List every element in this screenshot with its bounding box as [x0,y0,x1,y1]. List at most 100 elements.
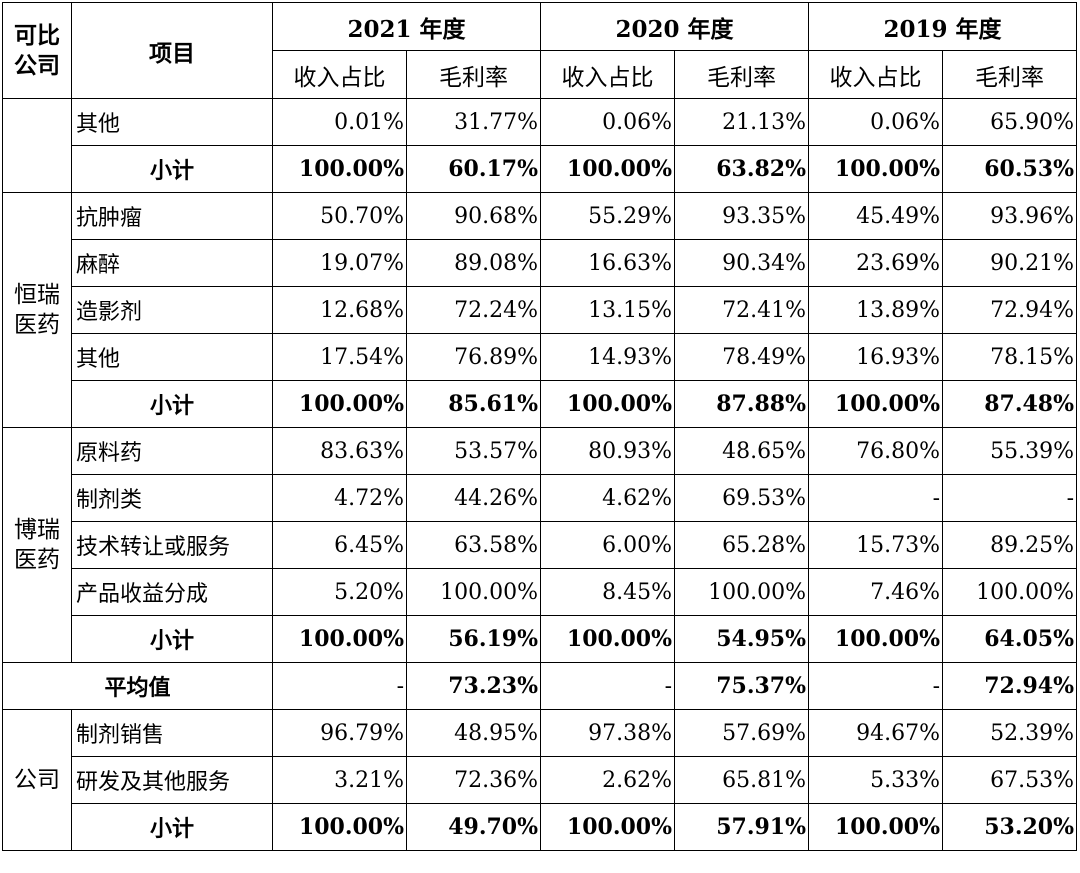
table-row: 制剂类 4.72% 44.26% 4.62% 69.53% - - [3,474,1077,522]
gross-margin-cell: 72.24% [406,286,541,334]
average-row: 平均值 -73.23% -75.37% -72.94% [2,662,1077,710]
header-revenue-share: 收入占比 [272,50,407,99]
item-label: 其他 [71,98,273,146]
gross-margin-cell: 72.36% [406,756,541,804]
revenue-share-cell: 16.93% [808,333,943,381]
gross-margin-cell: 90.68% [406,192,541,240]
gross-margin-cell: 89.08% [406,239,541,287]
subtotal-row: 小计 100.00% 56.19% 100.00% 54.95% 100.00% 64.05… [3,615,1077,663]
gross-margin-cell: 87.88% [674,380,809,428]
revenue-share-cell: 5.20% [272,568,407,616]
company-cell-self: 公司 [2,709,72,851]
header-gross-margin: 毛利率 [406,50,541,99]
revenue-share-cell: 100.00% [272,615,407,663]
table-row: 技术转让或服务 6.45% 63.58% 6.00% 65.28% 15.73% 89.25… [3,521,1077,569]
revenue-share-cell: 96.79% [272,709,407,757]
revenue-share-cell: 0.06% [808,98,943,146]
gross-margin-cell: 90.34% [674,239,809,287]
gross-margin-cell: 64.05% [942,615,1077,663]
gross-margin-cell: 57.69% [674,709,809,757]
company-cell-borui: 博瑞医药 [2,427,72,663]
gross-margin-cell: 85.61% [406,380,541,428]
gross-margin-cell: 72.94% [942,286,1077,334]
gross-margin-cell: 72.94% [942,662,1077,710]
revenue-share-cell: 97.38% [540,709,675,757]
header-year-2021: 2021 年度 [272,2,541,51]
revenue-share-cell: 14.93% [540,333,675,381]
gross-margin-cell: 54.95% [674,615,809,663]
gross-margin-cell: 53.57% [406,427,541,475]
gross-margin-cell: 57.91% [674,803,809,851]
header-item: 项目 [71,2,273,99]
gross-margin-cell: 67.53% [942,756,1077,804]
subtotal-label: 小计 [71,145,273,193]
revenue-share-cell: 100.00% [808,380,943,428]
gross-margin-cell: 100.00% [406,568,541,616]
subtotal-row: 小计 100.00% 85.61% 100.00% 87.88% 100.00% 87.48… [3,380,1077,428]
item-label: 其他 [71,333,273,381]
company-cell-prev [2,98,72,193]
header-gross-margin: 毛利率 [942,50,1077,99]
revenue-share-cell: 100.00% [272,145,407,193]
subtotal-label: 小计 [71,803,273,851]
revenue-share-cell: 17.54% [272,333,407,381]
revenue-share-cell: 100.00% [272,380,407,428]
revenue-share-cell: 12.68% [272,286,407,334]
gross-margin-cell: 49.70% [406,803,541,851]
revenue-share-cell: 55.29% [540,192,675,240]
gross-margin-cell: 44.26% [406,474,541,522]
revenue-share-cell: 100.00% [540,615,675,663]
gross-margin-cell: 56.19% [406,615,541,663]
gross-margin-cell: 100.00% [674,568,809,616]
revenue-share-cell: 23.69% [808,239,943,287]
gross-margin-cell: 63.58% [406,521,541,569]
table-row: 研发及其他服务 3.21% 72.36% 2.62% 65.81% 5.33% 67.53% [3,756,1077,804]
gross-margin-cell: 78.49% [674,333,809,381]
revenue-share-cell: 3.21% [272,756,407,804]
gross-margin-cell: 53.20% [942,803,1077,851]
revenue-share-cell: - [808,662,943,710]
gross-margin-cell: 48.65% [674,427,809,475]
gross-margin-cell: 65.81% [674,756,809,804]
header-company: 可比公司 [2,2,72,99]
revenue-share-cell: - [272,662,407,710]
item-label: 技术转让或服务 [71,521,273,569]
revenue-share-cell: 100.00% [540,145,675,193]
revenue-share-cell: 8.45% [540,568,675,616]
gross-margin-comparison-table: 可比公司 项目 2021 年度 2020 年度 2019 年度 收入占比 毛利率… [2,2,1077,851]
gross-margin-cell: 48.95% [406,709,541,757]
revenue-share-cell: 0.01% [272,98,407,146]
revenue-share-cell: - [808,474,943,522]
gross-margin-cell: 76.89% [406,333,541,381]
revenue-share-cell: 13.89% [808,286,943,334]
gross-margin-cell: 87.48% [942,380,1077,428]
item-label: 制剂销售 [71,709,273,757]
revenue-share-cell: 100.00% [540,380,675,428]
gross-margin-cell: 75.37% [674,662,809,710]
revenue-share-cell: 94.67% [808,709,943,757]
gross-margin-cell: 52.39% [942,709,1077,757]
header-gross-margin: 毛利率 [674,50,809,99]
gross-margin-cell: 55.39% [942,427,1077,475]
company-cell-hengrui: 恒瑞医药 [2,192,72,428]
gross-margin-cell: 93.96% [942,192,1077,240]
gross-margin-cell: 89.25% [942,521,1077,569]
revenue-share-cell: 19.07% [272,239,407,287]
table-row: 博瑞医药 原料药 83.63% 53.57% 80.93% 48.65% 76.80% 55.… [2,427,1077,663]
revenue-share-cell: 4.72% [272,474,407,522]
revenue-share-cell: 100.00% [808,145,943,193]
gross-margin-cell: 60.53% [942,145,1077,193]
revenue-share-cell: 15.73% [808,521,943,569]
revenue-share-cell: 76.80% [808,427,943,475]
gross-margin-cell: 90.21% [942,239,1077,287]
revenue-share-cell: - [540,662,675,710]
header-year-2019: 2019 年度 [808,2,1077,51]
revenue-share-cell: 5.33% [808,756,943,804]
gross-margin-cell: 93.35% [674,192,809,240]
revenue-share-cell: 6.00% [540,521,675,569]
header-row-years: 可比公司 项目 2021 年度 2020 年度 2019 年度 [2,2,1077,99]
gross-margin-cell: 65.90% [942,98,1077,146]
gross-margin-cell: 100.00% [942,568,1077,616]
table-row: 造影剂 12.68% 72.24% 13.15% 72.41% 13.89% 72.94% [3,286,1077,334]
gross-margin-cell: - [942,474,1077,522]
